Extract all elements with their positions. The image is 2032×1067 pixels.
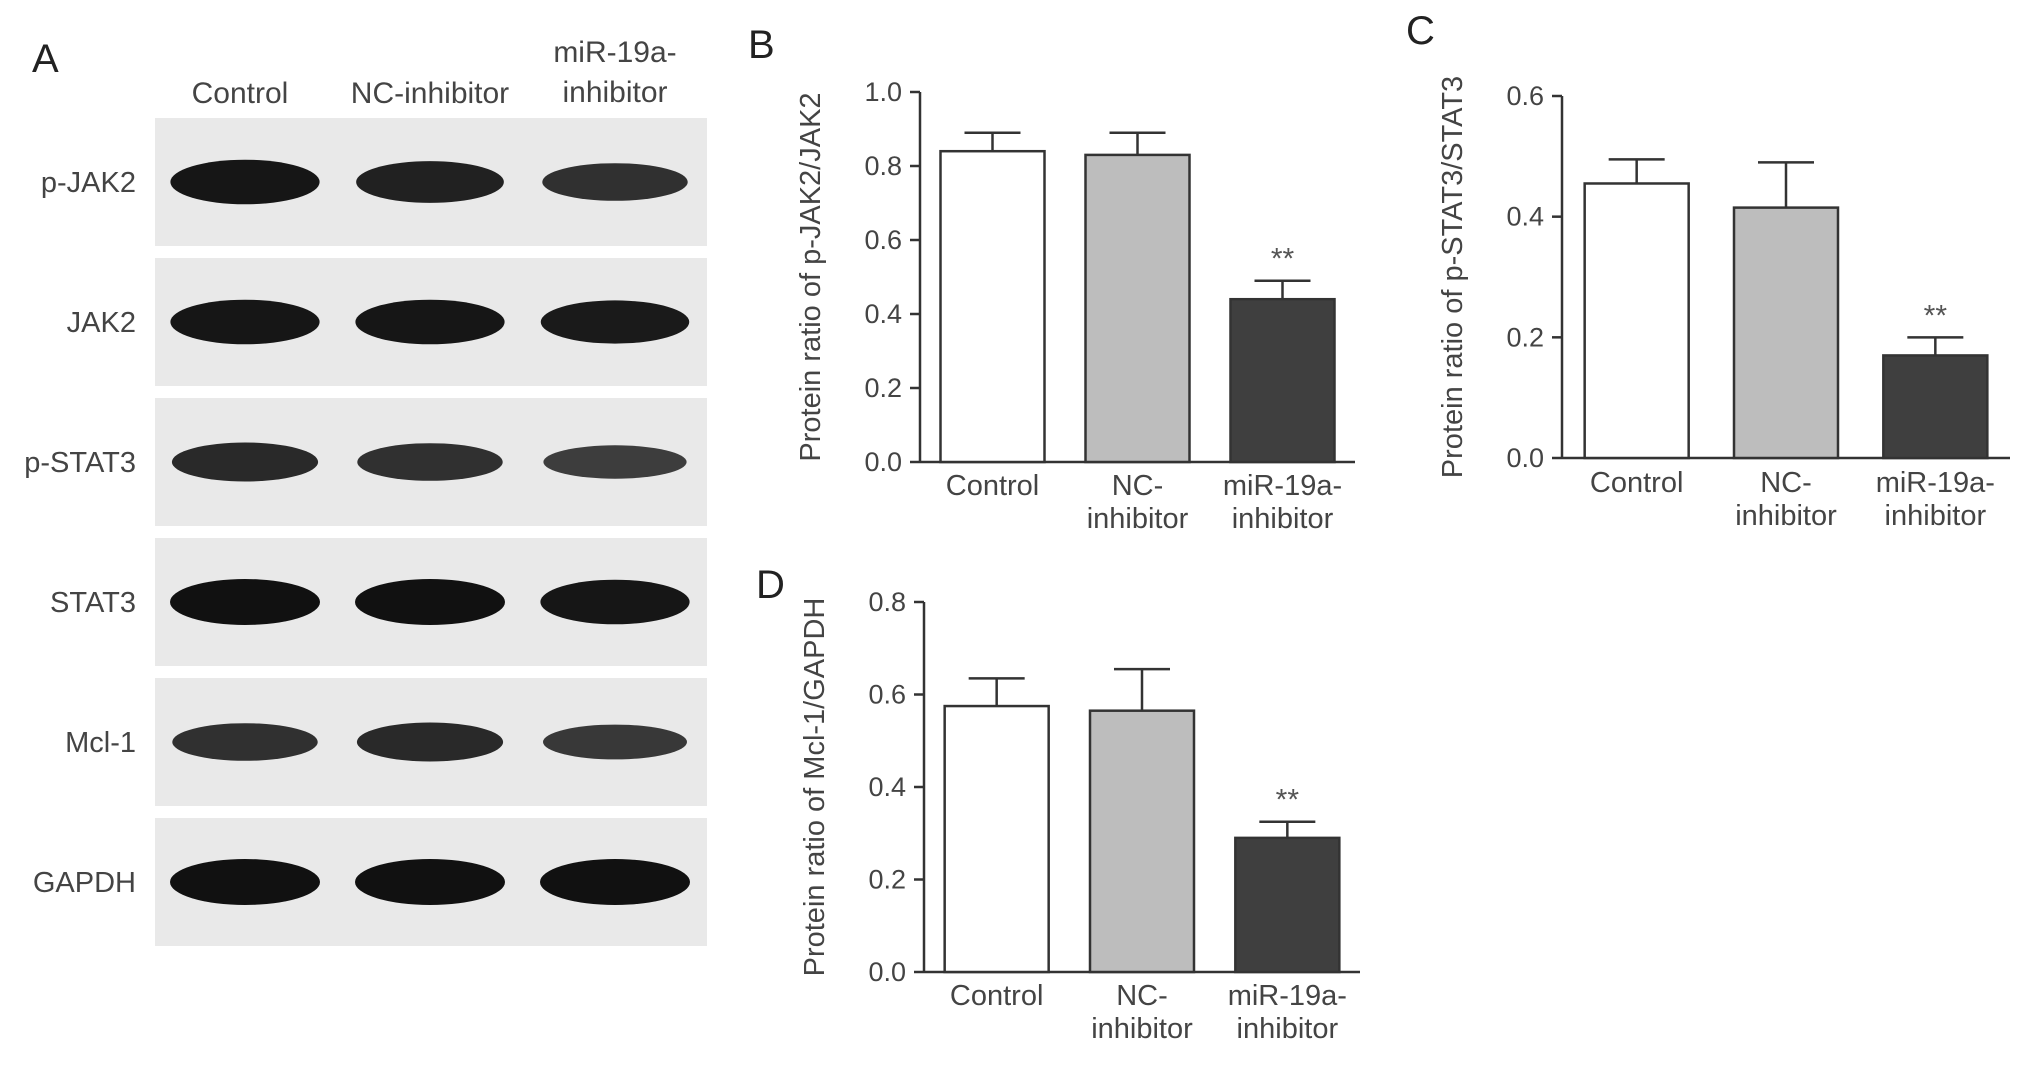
- bar: [939, 149, 1046, 464]
- x-category-label: inhibitor: [1232, 503, 1334, 535]
- y-tick-label: 0.6: [868, 680, 906, 710]
- significance-marker: **: [1276, 784, 1300, 817]
- blot-row-label: p-STAT3: [24, 447, 136, 479]
- blot-lane-labels: Control NC-inhibitor miR-19a-inhibitor: [192, 36, 677, 110]
- significance-marker: **: [1924, 299, 1948, 332]
- x-category-label: NC-: [1760, 467, 1812, 499]
- panel-d-letter: D: [756, 563, 785, 607]
- blot-band: [540, 859, 690, 905]
- blot-band: [170, 579, 320, 625]
- y-tick-label: 0.2: [1506, 322, 1544, 352]
- blot-band: [356, 722, 504, 762]
- blot-row-label: STAT3: [50, 587, 136, 619]
- y-tick-label: 0.0: [1506, 443, 1544, 473]
- bar: [1229, 297, 1336, 464]
- x-category-label: inhibitor: [1885, 500, 1987, 532]
- bar: [943, 704, 1050, 974]
- y-tick-label: 0.8: [864, 151, 902, 181]
- blot-lane-label: NC-inhibitor: [351, 77, 509, 110]
- blot-row: STAT3: [50, 538, 707, 666]
- y-tick-label: 0.4: [1506, 202, 1544, 232]
- panel-d-chart: D 0.0 0.2 0.4 0.6 0.8 Protein ratio of Mcl-1/…: [756, 563, 1360, 1045]
- blot-row: GAPDH: [33, 818, 707, 946]
- bar: [1882, 354, 1989, 460]
- significance-marker: **: [1271, 243, 1295, 276]
- bar: [1084, 153, 1191, 464]
- blot-band: [355, 859, 505, 905]
- panel-a-western-blot: A Control NC-inhibitor miR-19a-inhibitor p…: [24, 36, 707, 946]
- y-tick-label: 1.0: [864, 77, 902, 107]
- panel-b-chart: B 0.0 0.2 0.4 0.6 0.8 1.0 Protein ratio of p-J…: [748, 23, 1355, 535]
- blot-lane-label: miR-19a-: [553, 36, 676, 69]
- blot-row: Mcl-1: [65, 678, 707, 806]
- y-tick-label: 0.0: [864, 447, 902, 477]
- blot-band: [170, 859, 320, 905]
- y-axis-label: Protein ratio of Mcl-1/GAPDH: [799, 598, 831, 977]
- y-tick-label: 0.8: [868, 587, 906, 617]
- blot-row-label: GAPDH: [33, 867, 136, 899]
- blot-band: [170, 299, 320, 345]
- chart-b-plot: 0.0 0.2 0.4 0.6 0.8 1.0 Protein ratio of p-JAK…: [795, 77, 1355, 535]
- x-category-label: miR-19a-: [1876, 467, 1995, 499]
- blot-band: [171, 442, 319, 482]
- y-tick-label: 0.6: [864, 225, 902, 255]
- x-category-label: inhibitor: [1237, 1013, 1339, 1045]
- blot-band: [355, 579, 505, 625]
- blot-band: [355, 299, 505, 345]
- blot-row: p-JAK2: [41, 118, 707, 246]
- panel-b-letter: B: [748, 23, 775, 67]
- y-tick-label: 0.2: [868, 865, 906, 895]
- panel-c-letter: C: [1406, 9, 1435, 53]
- panel-c-chart: C 0.0 0.2 0.4 0.6 Protein ratio of p-STAT3/S…: [1406, 9, 2010, 532]
- blot-row: p-STAT3: [24, 398, 707, 526]
- blot-band: [540, 300, 690, 344]
- x-category-label: Control: [946, 470, 1040, 502]
- blot-band: [172, 723, 318, 761]
- chart-d-plot: 0.0 0.2 0.4 0.6 0.8 Protein ratio of Mcl-1/GA…: [799, 587, 1360, 1045]
- blot-band: [542, 163, 688, 201]
- y-axis-label: Protein ratio of p-STAT3/STAT3: [1437, 76, 1469, 478]
- bar: [1234, 836, 1341, 974]
- y-tick-label: 0.0: [868, 957, 906, 987]
- x-category-label: inhibitor: [1091, 1013, 1193, 1045]
- bar: [1583, 182, 1690, 460]
- blot-band: [356, 161, 504, 203]
- x-category-label: Control: [1590, 467, 1684, 499]
- blot-band: [357, 443, 503, 481]
- y-tick-label: 0.6: [1506, 81, 1544, 111]
- blot-row-label: JAK2: [67, 307, 136, 339]
- blot-row-label: p-JAK2: [41, 167, 136, 199]
- x-category-label: Control: [950, 980, 1044, 1012]
- x-category-label: NC-: [1112, 470, 1164, 502]
- y-tick-label: 0.4: [864, 299, 902, 329]
- y-tick-label: 0.4: [868, 772, 906, 802]
- x-category-label: inhibitor: [1087, 503, 1189, 535]
- x-category-label: miR-19a-: [1228, 980, 1347, 1012]
- panel-a-letter: A: [32, 37, 59, 81]
- blot-lane-label: Control: [192, 77, 289, 110]
- bar: [1088, 709, 1196, 974]
- y-axis-label: Protein ratio of p-JAK2/JAK2: [795, 92, 827, 461]
- x-category-label: NC-: [1116, 980, 1168, 1012]
- blot-band: [540, 579, 690, 625]
- bar: [1732, 206, 1840, 460]
- x-category-label: miR-19a-: [1223, 470, 1342, 502]
- blot-row: JAK2: [67, 258, 707, 386]
- blot-row-label: Mcl-1: [65, 727, 136, 759]
- x-category-label: inhibitor: [1735, 500, 1837, 532]
- blot-band: [543, 445, 687, 479]
- blot-lane-label: inhibitor: [562, 76, 667, 109]
- blot-rows: p-JAK2 JAK2 p-STAT3 STAT3 Mcl-1 GAPDH: [24, 118, 707, 946]
- y-tick-label: 0.2: [864, 373, 902, 403]
- blot-band: [170, 159, 320, 205]
- blot-band: [543, 724, 687, 760]
- chart-c-plot: 0.0 0.2 0.4 0.6 Protein ratio of p-STAT3/STA…: [1437, 76, 2010, 532]
